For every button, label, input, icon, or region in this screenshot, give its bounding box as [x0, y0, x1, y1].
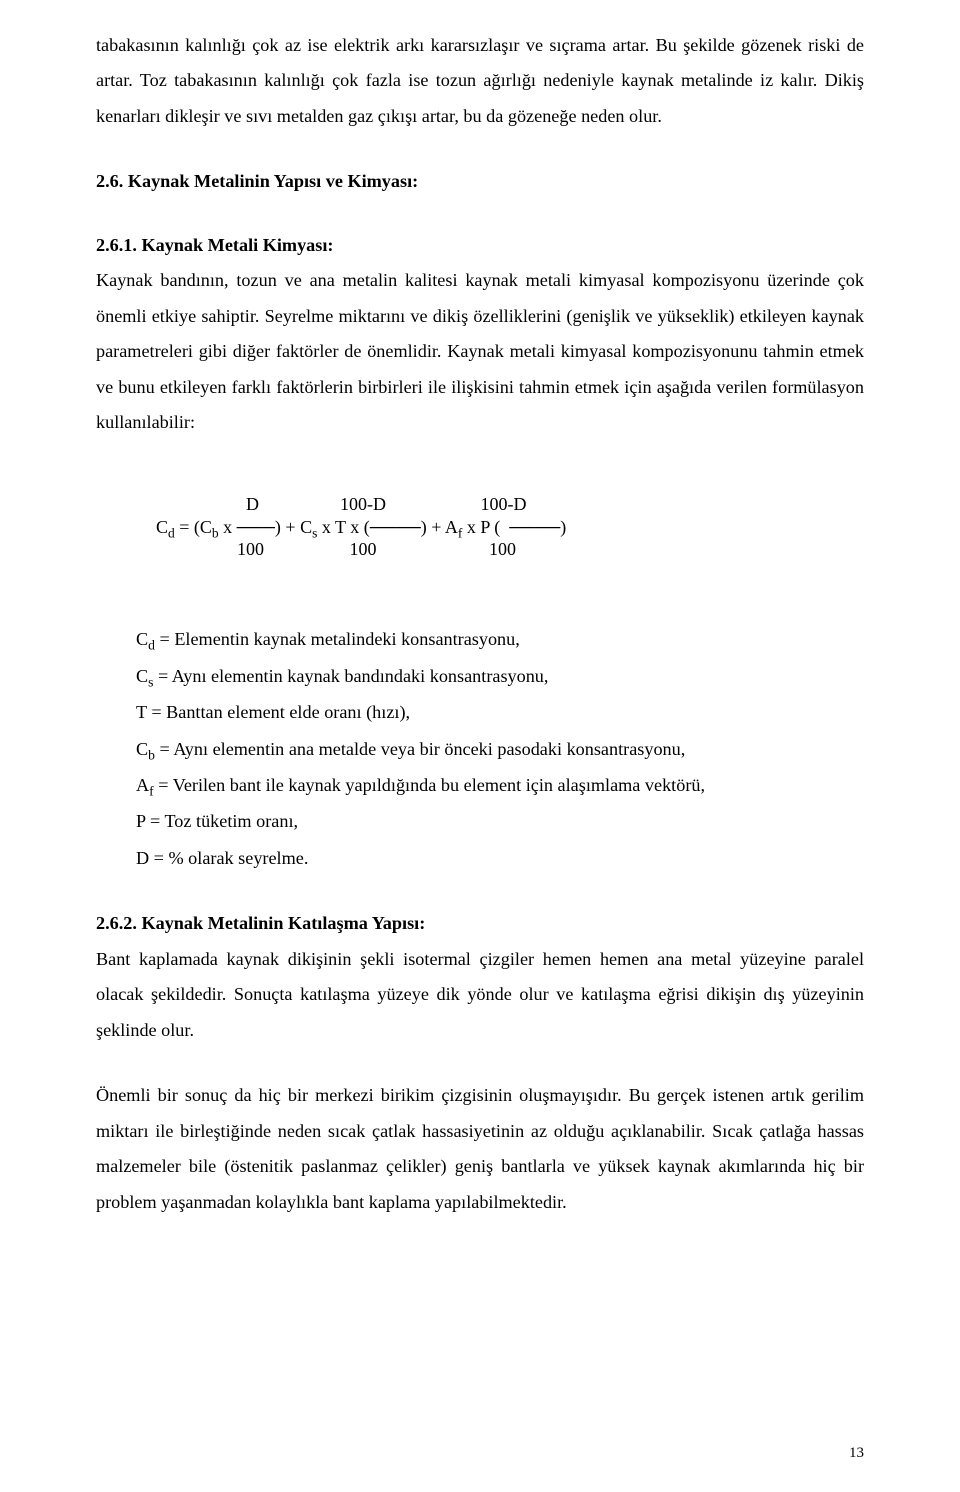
- formula-seg1: = (C: [175, 517, 212, 537]
- definition-list: Cd = Elementin kaynak metalindeki konsan…: [136, 621, 864, 876]
- heading-2-6-2: 2.6.2. Kaynak Metalinin Katılaşma Yapısı…: [96, 913, 425, 933]
- def-af: Af = Verilen bant ile kaynak yapıldığınd…: [136, 767, 864, 803]
- paragraph-2-6-1-body: Kaynak bandının, tozun ve ana metalin ka…: [96, 270, 864, 432]
- def-cd-sub: d: [148, 638, 155, 653]
- def-cb: Cb = Aynı elementin ana metalde veya bir…: [136, 731, 864, 767]
- def-d: D = % olarak seyrelme.: [136, 840, 864, 876]
- formula-c: C: [156, 517, 168, 537]
- formula-bot-row: 100 100 100: [156, 539, 516, 559]
- section-2-6-1: 2.6.1. Kaynak Metali Kimyası: Kaynak ban…: [96, 228, 864, 441]
- def-cd: Cd = Elementin kaynak metalindeki konsan…: [136, 621, 864, 657]
- paragraph-2-6-2a-body: Bant kaplamada kaynak dikişinin şekli is…: [96, 949, 864, 1040]
- paragraph-2-6-1: 2.6.1. Kaynak Metali Kimyası: Kaynak ban…: [96, 228, 864, 441]
- def-cd-text: = Elementin kaynak metalindeki konsantra…: [155, 629, 520, 649]
- formula-seg3: x T x (────) + A: [317, 517, 458, 537]
- def-cb-text: = Aynı elementin ana metalde veya bir ön…: [155, 739, 685, 759]
- paragraph-2-6-2b: Önemli bir sonuç da hiç bir merkezi biri…: [96, 1078, 864, 1220]
- heading-2-6: 2.6. Kaynak Metalinin Yapısı ve Kimyası:: [96, 164, 864, 199]
- def-cs-sym: C: [136, 666, 148, 686]
- def-af-sym: A: [136, 775, 149, 795]
- def-cb-sub: b: [148, 747, 155, 762]
- def-t: T = Banttan element elde oranı (hızı),: [136, 694, 864, 730]
- def-cs: Cs = Aynı elementin kaynak bandındaki ko…: [136, 658, 864, 694]
- def-cd-sym: C: [136, 629, 148, 649]
- formula-block: D 100-D 100-D Cd = (Cb x ───) + Cs x T x…: [156, 471, 864, 584]
- def-p: P = Toz tüketim oranı,: [136, 803, 864, 839]
- formula-seg2: x ───) + C: [219, 517, 312, 537]
- formula-seg4: x P ( ────): [462, 517, 566, 537]
- paragraph-2-6-2a: 2.6.2. Kaynak Metalinin Katılaşma Yapısı…: [96, 906, 864, 1048]
- def-af-text: = Verilen bant ile kaynak yapıldığında b…: [154, 775, 705, 795]
- formula-top-row: D 100-D 100-D: [156, 494, 527, 514]
- formula-mid-row: Cd = (Cb x ───) + Cs x T x (────) + Af x…: [156, 517, 566, 537]
- def-cb-sym: C: [136, 739, 148, 759]
- section-2-6-2: 2.6.2. Kaynak Metalinin Katılaşma Yapısı…: [96, 906, 864, 1220]
- document-page: tabakasının kalınlığı çok az ise elektri…: [0, 0, 960, 1492]
- def-cs-text: = Aynı elementin kaynak bandındaki konsa…: [153, 666, 548, 686]
- heading-2-6-1: 2.6.1. Kaynak Metali Kimyası:: [96, 235, 333, 255]
- page-number: 13: [849, 1439, 864, 1468]
- paragraph-intro: tabakasının kalınlığı çok az ise elektri…: [96, 28, 864, 134]
